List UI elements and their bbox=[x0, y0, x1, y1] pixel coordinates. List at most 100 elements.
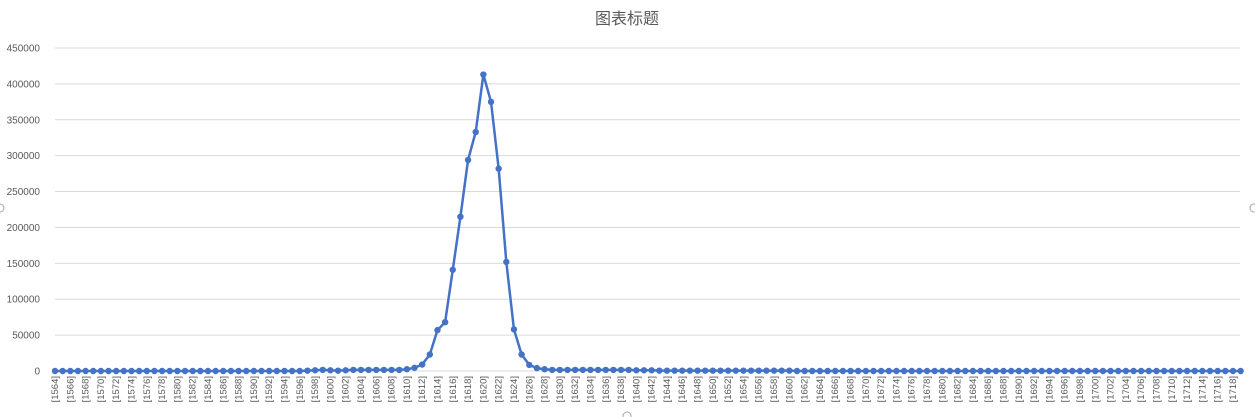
data-point bbox=[564, 366, 571, 374]
data-point bbox=[457, 213, 464, 220]
data-point bbox=[985, 367, 992, 375]
y-tick-label: 250000 bbox=[7, 187, 41, 198]
data-point bbox=[304, 367, 311, 374]
resize-handle[interactable] bbox=[622, 411, 632, 417]
data-point bbox=[1099, 367, 1107, 375]
x-tick-label: [1718] bbox=[1228, 376, 1239, 402]
x-tick-label: [1658] bbox=[769, 376, 780, 402]
data-point bbox=[701, 367, 709, 374]
data-point bbox=[717, 367, 724, 374]
data-point bbox=[893, 367, 900, 375]
data-point bbox=[342, 367, 349, 374]
data-point bbox=[273, 367, 281, 375]
data-point bbox=[1030, 367, 1038, 375]
data-point bbox=[732, 367, 739, 374]
data-point bbox=[212, 367, 219, 375]
data-point bbox=[90, 367, 97, 375]
data-point bbox=[1069, 367, 1076, 375]
data-point bbox=[281, 367, 288, 375]
data-point bbox=[250, 367, 258, 375]
data-point bbox=[526, 361, 533, 369]
data-point bbox=[594, 366, 602, 374]
data-point bbox=[992, 367, 1000, 375]
x-tick-label: [1712] bbox=[1182, 376, 1193, 402]
x-tick-label: [1590] bbox=[249, 376, 260, 402]
data-point bbox=[396, 366, 403, 374]
data-point bbox=[801, 367, 808, 375]
x-tick-label: [1674] bbox=[891, 376, 902, 402]
x-tick-label: [1598] bbox=[310, 376, 321, 402]
x-tick-label: [1704] bbox=[1121, 376, 1132, 402]
data-point bbox=[862, 367, 870, 375]
data-point bbox=[648, 367, 655, 374]
data-point bbox=[1076, 367, 1084, 375]
y-tick-label: 200000 bbox=[7, 223, 41, 234]
data-point bbox=[1199, 367, 1206, 375]
x-tick-label: [1640] bbox=[631, 376, 642, 402]
x-tick-label: [1600] bbox=[325, 376, 336, 402]
data-point bbox=[786, 367, 793, 374]
x-tick-label: [1702] bbox=[1106, 376, 1117, 402]
x-tick-label: [1588] bbox=[234, 376, 245, 402]
data-point bbox=[441, 318, 449, 326]
data-point bbox=[908, 367, 915, 375]
data-point bbox=[640, 367, 648, 374]
data-point bbox=[82, 367, 89, 375]
x-tick-label: [1656] bbox=[754, 376, 765, 402]
x-tick-label: [1604] bbox=[356, 376, 367, 402]
x-tick-label: [1606] bbox=[371, 376, 382, 402]
data-point bbox=[671, 367, 678, 374]
data-point bbox=[59, 367, 66, 375]
x-tick-label: [1706] bbox=[1136, 376, 1147, 402]
resize-handle[interactable] bbox=[0, 203, 5, 213]
data-point bbox=[1138, 367, 1145, 375]
x-tick-label: [1652] bbox=[723, 376, 734, 402]
x-tick-label: [1694] bbox=[1044, 376, 1055, 402]
data-point bbox=[151, 367, 158, 375]
data-point bbox=[839, 367, 847, 375]
x-tick-label: [1566] bbox=[65, 376, 76, 402]
data-point bbox=[1176, 367, 1183, 375]
data-point bbox=[243, 367, 250, 375]
data-point bbox=[235, 367, 242, 375]
data-point bbox=[847, 367, 854, 375]
data-point bbox=[1153, 367, 1160, 375]
data-point bbox=[656, 367, 663, 374]
data-point bbox=[1191, 367, 1198, 375]
x-tick-label: [1708] bbox=[1152, 376, 1163, 402]
y-tick-label: 350000 bbox=[7, 115, 41, 126]
y-tick-label: 300000 bbox=[7, 151, 41, 162]
data-point bbox=[755, 367, 762, 374]
x-tick-label: [1632] bbox=[570, 376, 581, 402]
x-tick-label: [1568] bbox=[81, 376, 92, 402]
x-tick-label: [1686] bbox=[983, 376, 994, 402]
data-point bbox=[954, 367, 961, 375]
data-point bbox=[97, 367, 105, 375]
data-point bbox=[770, 367, 778, 374]
data-point bbox=[357, 366, 365, 374]
data-point bbox=[579, 366, 587, 374]
x-tick-label: [1594] bbox=[279, 376, 290, 402]
x-tick-label: [1576] bbox=[142, 376, 153, 402]
data-point bbox=[518, 351, 525, 358]
data-point bbox=[1206, 367, 1214, 375]
x-tick-label: [1592] bbox=[264, 376, 275, 402]
data-point bbox=[617, 366, 625, 374]
y-tick-label: 450000 bbox=[7, 44, 41, 55]
data-point bbox=[1023, 367, 1030, 375]
x-tick-label: [1620] bbox=[478, 376, 489, 402]
x-tick-label: [1610] bbox=[402, 376, 413, 402]
data-point bbox=[946, 367, 954, 375]
data-point bbox=[143, 367, 150, 375]
resize-handle[interactable] bbox=[1249, 203, 1255, 213]
data-point bbox=[112, 367, 120, 375]
data-point bbox=[495, 165, 502, 172]
x-tick-label: [1664] bbox=[815, 376, 826, 402]
data-point bbox=[816, 367, 824, 375]
x-tick-label: [1580] bbox=[172, 376, 183, 402]
data-point bbox=[916, 367, 923, 375]
data-point bbox=[1160, 367, 1168, 375]
data-point bbox=[541, 366, 548, 373]
data-point bbox=[181, 367, 189, 375]
data-point bbox=[510, 326, 518, 333]
